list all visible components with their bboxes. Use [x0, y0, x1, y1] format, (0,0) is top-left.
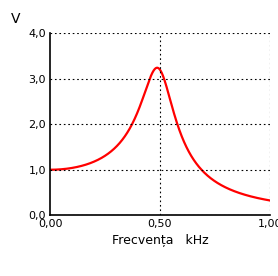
Text: V: V: [11, 12, 20, 26]
X-axis label: Frecvența   kHz: Frecvența kHz: [111, 233, 208, 247]
